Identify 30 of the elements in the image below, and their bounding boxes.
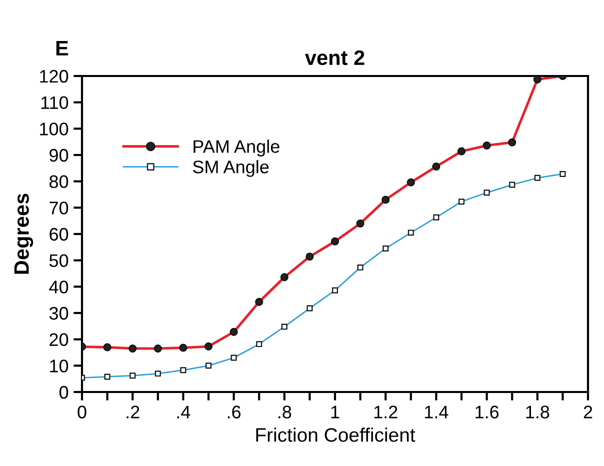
y-axis-title: Degrees <box>14 194 34 274</box>
chart-title: vent 2 <box>304 50 364 66</box>
x-tick-label: 1.6 <box>476 406 499 418</box>
y-tick-label: 10 <box>50 360 68 372</box>
y-tick-label: 100 <box>40 122 68 136</box>
text: E <box>56 41 68 56</box>
x-tick-label: 0 <box>78 406 86 418</box>
y-tick-label: 110 <box>41 96 68 110</box>
x-tick-label: .4 <box>177 406 190 418</box>
y-tick-label: 80 <box>50 175 68 188</box>
x-tick-label: .2 <box>126 406 140 418</box>
y-tick-label: 120 <box>40 70 68 83</box>
legend-label: SM Angle <box>192 160 269 177</box>
y-tick-label: 40 <box>49 280 68 294</box>
x-tick-label: 1.8 <box>526 406 550 418</box>
x-tick-label: 2 <box>584 406 592 418</box>
y-tick-label: 30 <box>49 306 68 320</box>
y-tick-label: 90 <box>50 148 68 162</box>
y-tick-label: 70 <box>50 202 68 214</box>
y-tick-label: 60 <box>50 228 68 241</box>
x-tick-label: 1.2 <box>374 406 398 418</box>
x-tick-label: 1.4 <box>425 406 448 418</box>
x-axis-title: Friction Coefficient <box>256 428 416 442</box>
x-tick-label: .6 <box>228 406 241 418</box>
y-tick-label: 50 <box>49 254 68 268</box>
y-tick-label: 0 <box>59 386 68 399</box>
x-tick-label: 1 <box>331 406 340 418</box>
legend-label: PAM Angle <box>194 140 280 156</box>
x-tick-label: .8 <box>278 406 292 418</box>
y-tick-label: 20 <box>50 333 68 346</box>
